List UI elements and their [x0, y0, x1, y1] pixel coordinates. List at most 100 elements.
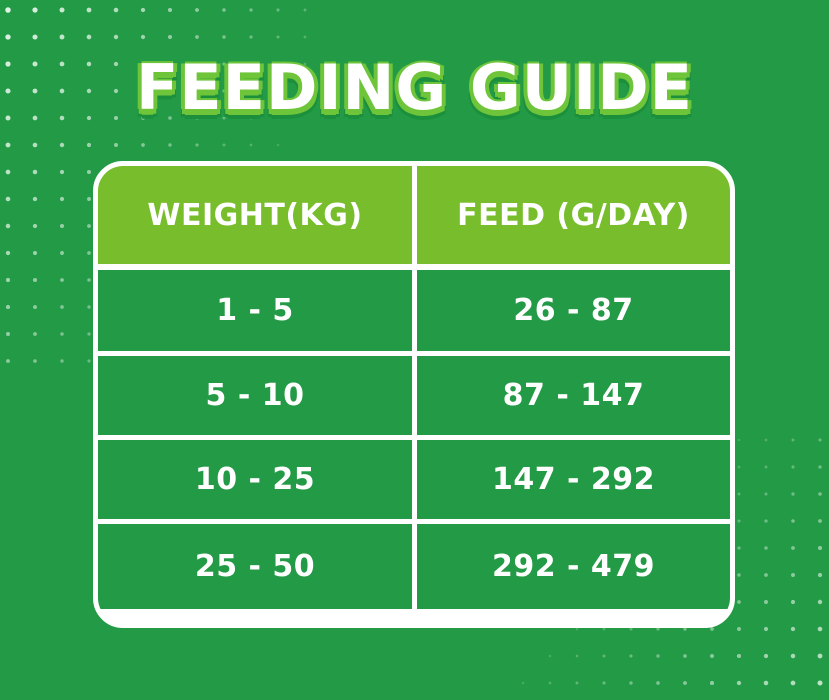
- background-dot: [791, 465, 795, 469]
- background-dot: [5, 196, 11, 202]
- background-dot: [87, 359, 91, 363]
- background-dot: [763, 680, 769, 686]
- background-dot: [33, 359, 37, 363]
- background-dot: [140, 7, 146, 13]
- background-dot: [168, 143, 172, 147]
- weight-cell: 5 - 10: [98, 356, 417, 440]
- background-dot: [87, 197, 91, 201]
- background-dot: [60, 305, 64, 309]
- background-dot: [113, 34, 119, 40]
- background-dot: [629, 681, 633, 685]
- background-dot: [32, 115, 38, 121]
- background-dot: [59, 61, 65, 67]
- background-dot: [249, 35, 253, 39]
- background-dot: [59, 34, 65, 40]
- background-dot: [709, 680, 715, 686]
- background-dot: [737, 573, 741, 577]
- background-dot: [86, 7, 92, 13]
- background-dot: [818, 546, 822, 550]
- background-dot: [59, 169, 65, 175]
- background-dot: [5, 277, 11, 283]
- background-dot: [86, 61, 92, 67]
- background-dot: [817, 599, 823, 605]
- background-dot: [222, 62, 226, 66]
- background-dot: [276, 8, 280, 12]
- background-dot: [790, 599, 796, 605]
- background-dot: [33, 332, 37, 336]
- background-dot: [764, 438, 768, 442]
- background-dot: [791, 438, 795, 442]
- background-dot: [629, 654, 633, 658]
- background-dot: [32, 223, 38, 229]
- background-dot: [32, 88, 38, 94]
- background-dot: [602, 681, 606, 685]
- background-dot: [87, 332, 91, 336]
- background-dot: [656, 654, 660, 658]
- background-dot: [5, 61, 11, 67]
- feed-cell: 147 - 292: [417, 440, 730, 524]
- feed-cell: 292 - 479: [417, 524, 730, 609]
- background-dot: [59, 142, 65, 148]
- background-dot: [818, 519, 822, 523]
- background-dot: [32, 250, 38, 256]
- background-dot: [5, 115, 11, 121]
- background-dot: [303, 89, 307, 93]
- background-dot: [222, 35, 226, 39]
- weight-cell: 10 - 25: [98, 440, 417, 524]
- background-dot: [303, 8, 307, 12]
- background-dot: [249, 143, 253, 147]
- background-dot: [5, 142, 11, 148]
- background-dot: [764, 573, 768, 577]
- background-dot: [575, 681, 579, 685]
- background-dot: [60, 278, 64, 282]
- background-dot: [5, 7, 11, 13]
- background-dot: [114, 143, 118, 147]
- background-dot: [737, 600, 741, 604]
- weight-cell: 25 - 50: [98, 524, 417, 609]
- background-dot: [141, 116, 145, 120]
- background-dot: [818, 492, 822, 496]
- background-dot: [575, 627, 579, 631]
- background-dot: [140, 34, 146, 40]
- background-dot: [32, 7, 38, 13]
- background-dot: [764, 519, 768, 523]
- background-dot: [790, 626, 796, 632]
- background-dot: [602, 627, 606, 631]
- background-dot: [602, 654, 606, 658]
- background-dot: [222, 116, 226, 120]
- background-dot: [32, 196, 38, 202]
- background-dot: [683, 681, 687, 685]
- background-dot: [86, 115, 92, 121]
- background-dot: [6, 332, 10, 336]
- background-dot: [764, 600, 768, 604]
- background-dot: [818, 465, 822, 469]
- background-dot: [790, 653, 796, 659]
- background-dot: [791, 573, 795, 577]
- background-dot: [32, 34, 38, 40]
- background-dot: [249, 8, 253, 12]
- background-dot: [168, 116, 172, 120]
- background-dot: [195, 62, 199, 66]
- background-dot: [276, 116, 280, 120]
- background-dot: [817, 653, 823, 659]
- background-dot: [710, 627, 714, 631]
- background-dot: [168, 89, 172, 93]
- background-dot: [276, 89, 280, 93]
- background-dot: [141, 89, 145, 93]
- background-dot: [113, 7, 119, 13]
- background-dot: [737, 438, 741, 442]
- background-dot: [276, 62, 280, 66]
- background-dot: [33, 305, 37, 309]
- background-dot: [737, 627, 741, 631]
- background-dot: [521, 681, 525, 685]
- background-dot: [249, 62, 253, 66]
- background-dot: [59, 115, 65, 121]
- background-dot: [249, 89, 253, 93]
- background-dot: [575, 654, 579, 658]
- background-dot: [222, 89, 226, 93]
- background-dot: [5, 304, 11, 310]
- background-dot: [32, 61, 38, 67]
- background-dot: [86, 169, 92, 175]
- background-dot: [817, 572, 823, 578]
